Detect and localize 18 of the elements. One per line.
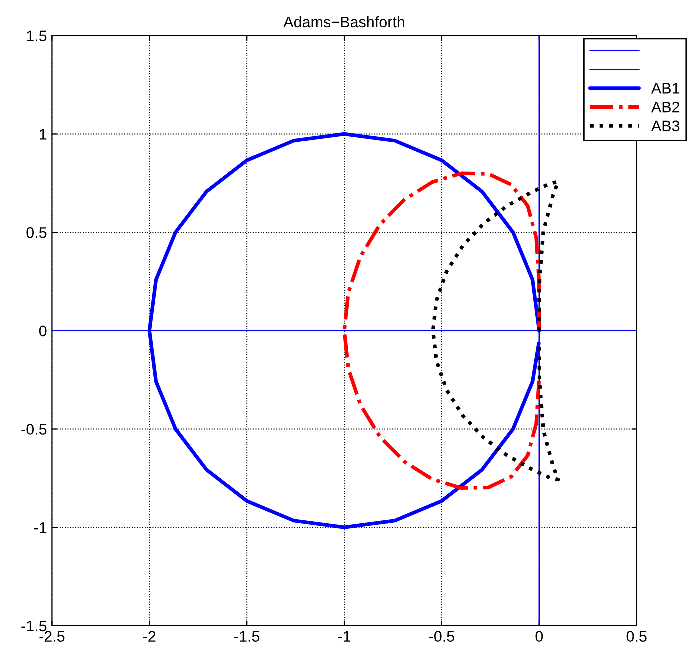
legend-label: AB1	[651, 83, 680, 94]
x-tick-label: 0.5	[626, 631, 647, 642]
y-tick-label: 0	[39, 326, 47, 337]
y-tick-label: -1	[34, 522, 47, 534]
x-tick-label: -2.5	[40, 631, 65, 642]
y-tick-label: 1.5	[27, 30, 47, 42]
x-tick-label: -1.5	[234, 631, 260, 642]
y-tick-label: 0.5	[26, 227, 47, 238]
x-tick-label: -0.5	[429, 631, 454, 642]
legend-label: AB3	[651, 120, 680, 132]
legend-label: AB2	[651, 102, 680, 113]
x-tick-label: 0	[536, 631, 544, 642]
y-tick-label: 1	[40, 129, 47, 140]
y-tick-label: -1.5	[22, 620, 47, 632]
y-tick-label: -0.5	[22, 424, 47, 435]
chart-title: Adams−Bashforth	[284, 16, 404, 28]
x-tick-label: -1	[338, 631, 351, 642]
x-tick-label: -2	[144, 631, 156, 642]
